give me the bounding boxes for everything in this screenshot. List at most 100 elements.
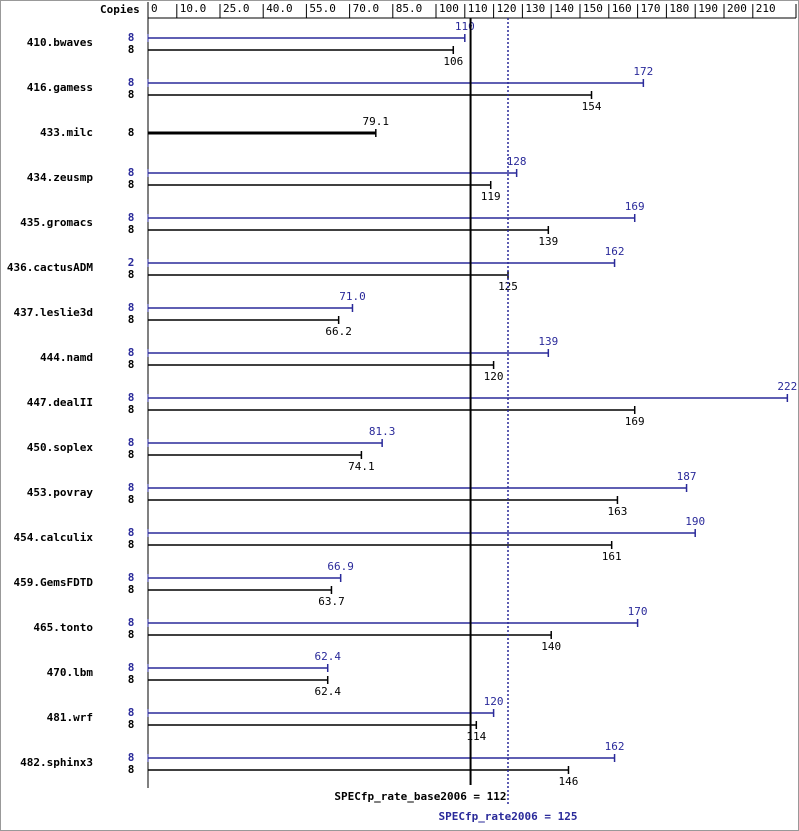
- x-tick-label: 110: [468, 2, 488, 15]
- value-label: 169: [625, 200, 645, 213]
- x-tick-label: 120: [497, 2, 517, 15]
- value-label: 106: [443, 55, 463, 68]
- x-tick-label: 160: [612, 2, 632, 15]
- value-label: 63.7: [318, 595, 345, 608]
- copies: 8: [128, 76, 135, 89]
- copies: 8: [128, 571, 135, 584]
- copies: 8: [128, 763, 135, 776]
- x-tick-label: 70.0: [353, 2, 380, 15]
- copies: 8: [128, 126, 135, 139]
- x-tick-label: 140: [554, 2, 574, 15]
- x-tick-label: 210: [756, 2, 776, 15]
- copies: 8: [128, 88, 135, 101]
- copies: 8: [128, 223, 135, 236]
- benchmark-label: 481.wrf: [47, 711, 93, 724]
- value-label: 74.1: [348, 460, 375, 473]
- copies: 8: [128, 538, 135, 551]
- value-label: 187: [677, 470, 697, 483]
- x-tick-label: 100: [439, 2, 459, 15]
- copies: 8: [128, 301, 135, 314]
- copies: 8: [128, 268, 135, 281]
- value-label: 170: [628, 605, 648, 618]
- value-label: 169: [625, 415, 645, 428]
- reference-label: SPECfp_rate_base2006 = 112: [334, 790, 506, 803]
- copies: 8: [128, 166, 135, 179]
- benchmark-label: 454.calculix: [14, 531, 94, 544]
- benchmark-label: 434.zeusmp: [27, 171, 94, 184]
- x-tick-label: 40.0: [266, 2, 293, 15]
- copies: 8: [128, 661, 135, 674]
- copies: 8: [128, 43, 135, 56]
- x-tick-label: 130: [525, 2, 545, 15]
- x-tick-label: 55.0: [309, 2, 336, 15]
- x-tick-label: 150: [583, 2, 603, 15]
- copies: 8: [128, 481, 135, 494]
- copies: 8: [128, 313, 135, 326]
- x-tick-label: 190: [698, 2, 718, 15]
- copies: 8: [128, 718, 135, 731]
- benchmark-label: 450.soplex: [27, 441, 94, 454]
- reference-label: SPECfp_rate2006 = 125: [438, 810, 577, 823]
- x-tick-label: 180: [669, 2, 689, 15]
- copies: 8: [128, 346, 135, 359]
- copies: 8: [128, 358, 135, 371]
- value-label: 162: [605, 245, 625, 258]
- value-label: 79.1: [363, 115, 390, 128]
- value-label: 62.4: [314, 650, 341, 663]
- x-tick-label: 85.0: [396, 2, 423, 15]
- benchmark-label: 433.milc: [40, 126, 93, 139]
- value-label: 120: [484, 695, 504, 708]
- value-label: 146: [559, 775, 579, 788]
- benchmark-label: 482.sphinx3: [20, 756, 93, 769]
- value-label: 110: [455, 20, 475, 33]
- value-label: 128: [507, 155, 527, 168]
- value-label: 71.0: [339, 290, 366, 303]
- value-label: 140: [541, 640, 561, 653]
- benchmark-label: 436.cactusADM: [7, 261, 93, 274]
- value-label: 161: [602, 550, 622, 563]
- copies: 8: [128, 178, 135, 191]
- value-label: 66.9: [327, 560, 354, 573]
- x-tick-label: 10.0: [180, 2, 207, 15]
- benchmark-label: 416.gamess: [27, 81, 93, 94]
- copies: 8: [128, 211, 135, 224]
- benchmark-label: 465.tonto: [33, 621, 93, 634]
- value-label: 162: [605, 740, 625, 753]
- copies: 8: [128, 436, 135, 449]
- benchmark-label: 410.bwaves: [27, 36, 93, 49]
- copies: 8: [128, 751, 135, 764]
- copies: 8: [128, 616, 135, 629]
- value-label: 139: [538, 335, 558, 348]
- copies: 8: [128, 448, 135, 461]
- copies: 8: [128, 706, 135, 719]
- copies: 8: [128, 403, 135, 416]
- benchmark-label: 470.lbm: [47, 666, 94, 679]
- value-label: 119: [481, 190, 501, 203]
- benchmark-label: 447.dealII: [27, 396, 93, 409]
- value-label: 120: [484, 370, 504, 383]
- x-tick-label: 25.0: [223, 2, 250, 15]
- x-tick-label: 170: [641, 2, 661, 15]
- value-label: 154: [582, 100, 602, 113]
- copies: 8: [128, 628, 135, 641]
- value-label: 172: [633, 65, 653, 78]
- axis-title: Copies: [100, 3, 140, 16]
- copies: 8: [128, 31, 135, 44]
- copies: 8: [128, 583, 135, 596]
- copies: 2: [128, 256, 135, 269]
- value-label: 163: [608, 505, 628, 518]
- value-label: 62.4: [314, 685, 341, 698]
- copies: 8: [128, 526, 135, 539]
- value-label: 114: [466, 730, 486, 743]
- copies: 8: [128, 391, 135, 404]
- x-tick-label: 0: [151, 2, 158, 15]
- value-label: 139: [538, 235, 558, 248]
- value-label: 222: [777, 380, 797, 393]
- benchmark-label: 444.namd: [40, 351, 93, 364]
- value-label: 66.2: [325, 325, 352, 338]
- benchmark-label: 459.GemsFDTD: [14, 576, 94, 589]
- copies: 8: [128, 673, 135, 686]
- benchmark-label: 437.leslie3d: [14, 306, 93, 319]
